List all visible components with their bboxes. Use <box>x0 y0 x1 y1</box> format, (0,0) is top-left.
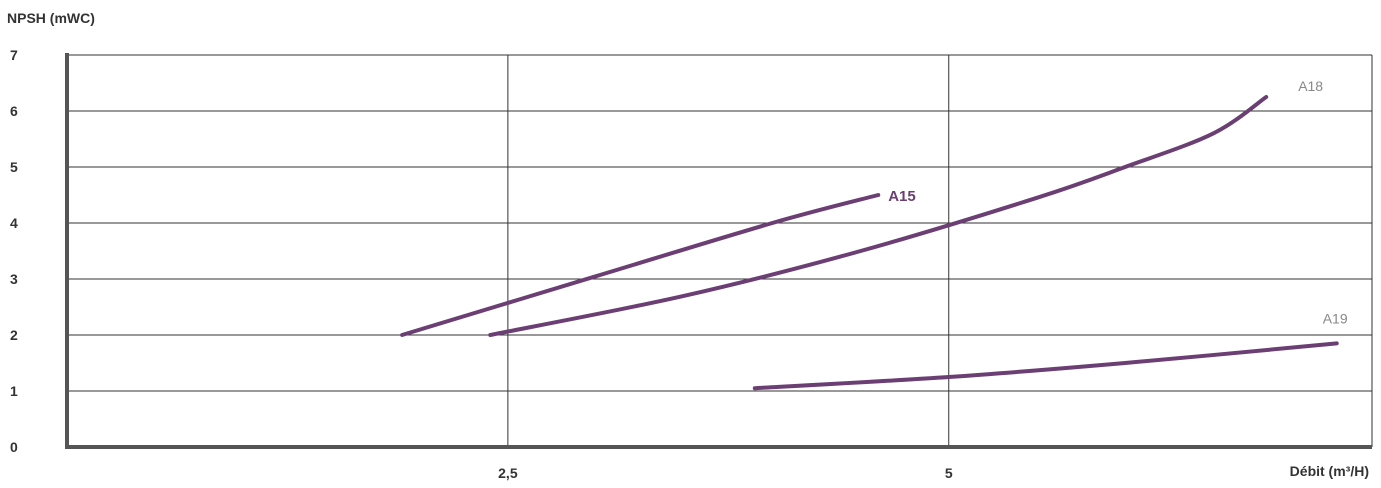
y-tick-label: 5 <box>10 159 18 175</box>
y-tick-label: 4 <box>10 215 18 231</box>
y-axis-title: NPSH (mWC) <box>7 10 95 26</box>
x-axis-title: Débit (m³/H) <box>1289 463 1369 479</box>
series-lines <box>400 95 1339 391</box>
axes <box>65 53 1372 449</box>
series-line-a15 <box>400 193 881 337</box>
grid-lines <box>67 54 1373 447</box>
y-tick-label: 1 <box>10 383 18 399</box>
series-line-a18 <box>488 95 1269 337</box>
series-label-a18: A18 <box>1298 78 1323 94</box>
tick-labels: 0 1 2 3 4 5 6 7 2,5 5 <box>10 47 953 481</box>
series-labels: A15 A18 A19 <box>888 78 1348 326</box>
y-tick-label: 7 <box>10 47 18 63</box>
y-tick-label: 0 <box>10 439 18 455</box>
y-tick-label: 3 <box>10 271 18 287</box>
series-label-a19: A19 <box>1323 310 1348 326</box>
x-tick-label: 5 <box>945 465 953 481</box>
y-tick-label: 2 <box>10 327 18 343</box>
y-tick-label: 6 <box>10 103 18 119</box>
series-label-a15: A15 <box>888 188 916 205</box>
x-tick-label: 2,5 <box>498 465 518 481</box>
series-line-a19 <box>752 341 1339 391</box>
